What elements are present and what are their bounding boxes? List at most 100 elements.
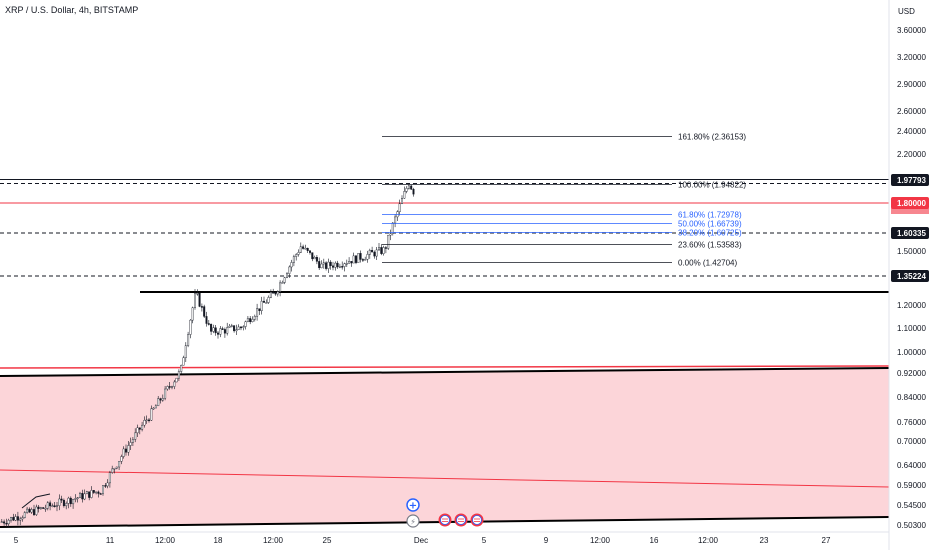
candle-body — [166, 386, 169, 390]
price-tag-label: 1.97793 — [897, 176, 926, 185]
candle-body — [253, 315, 256, 320]
candle-body — [193, 293, 196, 308]
price-tick-label: 0.64000 — [897, 461, 926, 470]
price-axis[interactable]: USD 3.60000 3.20000 2.90000 2.60000 2.40000 2… — [888, 0, 932, 550]
candle-body — [159, 398, 162, 401]
candle-body — [267, 297, 270, 303]
candle-body — [90, 490, 93, 498]
candle-body — [276, 291, 279, 295]
candle-body — [9, 517, 12, 521]
candle-body — [147, 419, 150, 422]
channel-upper-line — [0, 367, 890, 377]
price-tick-label: 0.54500 — [897, 501, 926, 510]
candle-body — [37, 506, 40, 509]
price-tick-label: 0.70000 — [897, 437, 926, 446]
candle-body — [345, 263, 348, 265]
candle-body — [99, 493, 102, 495]
candle-body — [53, 505, 56, 508]
price-tick-label: 2.90000 — [897, 80, 926, 89]
candle-body — [322, 262, 325, 265]
price-tag-box — [891, 197, 929, 209]
candle-body — [78, 493, 81, 498]
candle-body — [3, 521, 6, 524]
candle-body — [311, 252, 314, 260]
candle-body — [122, 448, 125, 457]
candle-body — [67, 497, 70, 504]
fib-level-label: 161.80% (2.36153) — [678, 133, 746, 142]
candle-body — [56, 505, 59, 508]
plus-glyph: + — [409, 501, 417, 512]
candle-body — [175, 377, 178, 383]
candle-body — [292, 256, 295, 263]
candle-body — [336, 262, 339, 268]
candle-body — [210, 323, 213, 332]
candle-body — [14, 516, 17, 521]
price-tick-label: 0.92000 — [897, 369, 926, 378]
channel-mid-line — [0, 469, 890, 488]
candle-body — [150, 408, 153, 421]
time-tick-label: 12:00 — [263, 536, 284, 545]
candle-body — [35, 506, 38, 515]
candle-body — [168, 386, 171, 388]
price-tag-label: 1.35224 — [897, 272, 926, 281]
candle-body — [152, 407, 155, 410]
candle-body — [380, 247, 383, 254]
candle-body — [361, 259, 364, 261]
candle-body — [138, 427, 141, 430]
candle-body — [371, 250, 374, 253]
candle-body — [274, 292, 277, 295]
price-tag-box — [891, 227, 929, 239]
currency-label: USD — [898, 7, 915, 16]
candle-body — [92, 490, 95, 493]
candle-body — [368, 250, 371, 255]
candle-body — [101, 485, 104, 494]
candle-body — [327, 261, 330, 269]
candle-body — [154, 405, 157, 409]
candle-body — [242, 326, 245, 328]
candle-body — [127, 445, 130, 453]
candle-body — [297, 252, 300, 255]
price-tick-label: 2.60000 — [897, 107, 926, 116]
candle-body — [373, 251, 376, 257]
price-tick-label: 0.76000 — [897, 418, 926, 427]
candle-body — [223, 329, 226, 334]
candle-body — [7, 519, 10, 525]
candle-body — [348, 261, 351, 264]
candle-body — [272, 292, 275, 294]
candle-body — [83, 493, 86, 500]
candle-body — [281, 282, 284, 284]
candle-body — [251, 319, 254, 323]
time-tick-label: 18 — [214, 536, 223, 545]
candle-body — [205, 316, 208, 324]
candle-body — [230, 325, 233, 327]
candle-body — [216, 332, 219, 335]
time-tick-label: 12:00 — [698, 536, 719, 545]
candle-body — [355, 255, 358, 263]
price-tick-label: 2.40000 — [897, 127, 926, 136]
candle-body — [228, 325, 231, 328]
time-tick-label: 5 — [482, 536, 487, 545]
candle-body — [407, 185, 410, 189]
candle-body — [391, 222, 394, 234]
candle-body — [134, 432, 137, 440]
candle-body — [97, 491, 100, 494]
time-axis[interactable]: 5 11 12:00 18 12:00 25 Dec 5 9 12:00 16 12:00 23 27 — [0, 531, 889, 545]
candle-body — [141, 424, 144, 430]
candle-body — [120, 456, 123, 462]
candle-body — [136, 427, 139, 434]
candle-body — [74, 498, 77, 500]
lightning-icon — [406, 514, 420, 528]
candle-body — [219, 328, 222, 335]
flag-glyph — [472, 515, 482, 525]
candle-body — [191, 307, 194, 321]
candle-body — [263, 300, 266, 303]
candle-body — [364, 259, 367, 261]
candle-body — [180, 364, 183, 372]
candle-body — [76, 497, 79, 499]
candle-body — [295, 254, 298, 257]
candle-body — [239, 326, 242, 329]
channel-fill — [0, 368, 889, 527]
candle-body — [145, 419, 148, 422]
candle-body — [306, 247, 309, 251]
